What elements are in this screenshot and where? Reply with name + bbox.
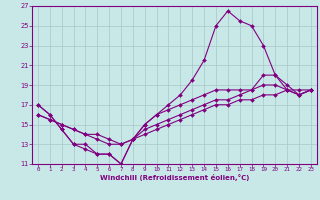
X-axis label: Windchill (Refroidissement éolien,°C): Windchill (Refroidissement éolien,°C) [100, 174, 249, 181]
